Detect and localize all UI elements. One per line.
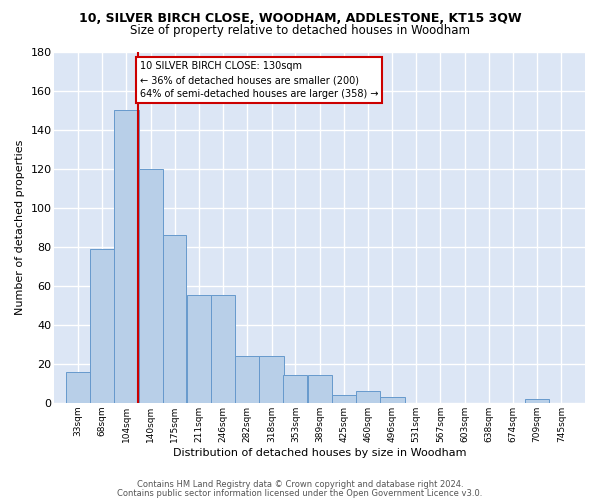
Bar xyxy=(139,168,163,403)
Bar xyxy=(114,110,139,403)
Bar xyxy=(525,399,549,403)
Text: Contains HM Land Registry data © Crown copyright and database right 2024.: Contains HM Land Registry data © Crown c… xyxy=(137,480,463,489)
Bar xyxy=(283,376,307,403)
Bar xyxy=(332,395,356,403)
Text: 10, SILVER BIRCH CLOSE, WOODHAM, ADDLESTONE, KT15 3QW: 10, SILVER BIRCH CLOSE, WOODHAM, ADDLEST… xyxy=(79,12,521,26)
Bar xyxy=(163,235,187,403)
Bar xyxy=(356,391,380,403)
Bar xyxy=(259,356,284,403)
Y-axis label: Number of detached properties: Number of detached properties xyxy=(15,140,25,315)
Bar xyxy=(308,376,332,403)
Text: 10 SILVER BIRCH CLOSE: 130sqm
← 36% of detached houses are smaller (200)
64% of : 10 SILVER BIRCH CLOSE: 130sqm ← 36% of d… xyxy=(140,62,378,100)
Bar xyxy=(67,372,90,403)
Bar xyxy=(235,356,259,403)
Text: Contains public sector information licensed under the Open Government Licence v3: Contains public sector information licen… xyxy=(118,489,482,498)
Bar xyxy=(187,296,211,403)
X-axis label: Distribution of detached houses by size in Woodham: Distribution of detached houses by size … xyxy=(173,448,466,458)
Bar xyxy=(380,397,404,403)
Text: Size of property relative to detached houses in Woodham: Size of property relative to detached ho… xyxy=(130,24,470,37)
Bar xyxy=(90,248,114,403)
Bar xyxy=(211,296,235,403)
